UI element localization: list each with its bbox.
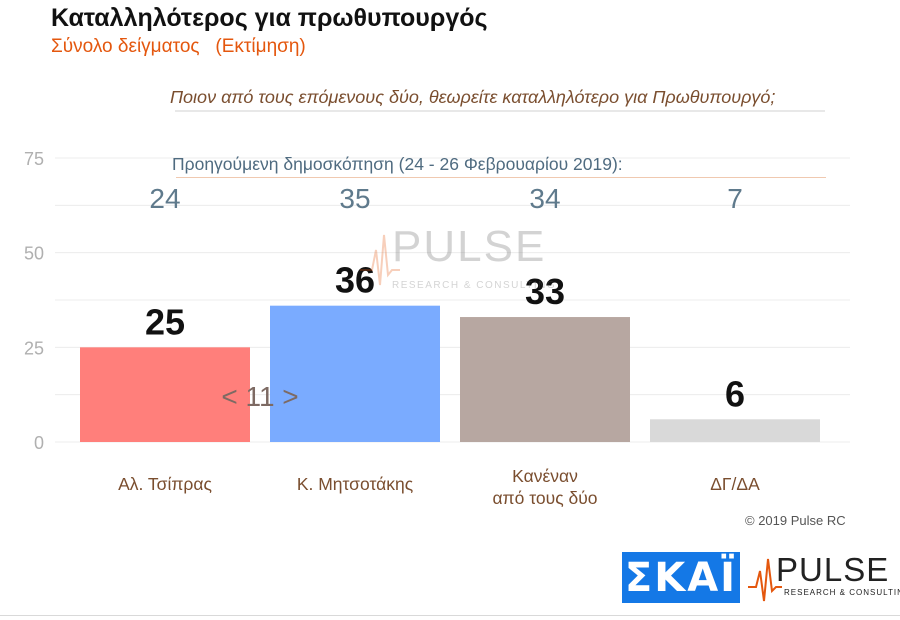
y-tick-label: 0 [34,433,44,453]
previous-poll-underline [176,177,826,178]
bar [460,317,630,442]
chart-subtitle: Σύνολο δείγματος (Εκτίμηση) [51,36,306,57]
previous-poll-value: 35 [339,183,370,214]
previous-poll-value: 24 [149,183,180,214]
y-tick-label: 75 [24,149,44,169]
x-category-label: ΔΓ/ΔΑ [710,474,760,494]
skai-logo: ΣΚΑΪ [622,552,740,603]
chart-title: Καταλληλότερος για πρωθυπουργός [51,4,488,32]
previous-poll-label: Προηγούμενη δημοσκόπηση (24 - 26 Φεβρουα… [172,154,623,174]
difference-annotation: < 11 > [221,381,298,412]
bar-value-label: 6 [725,373,745,414]
copyright-text: © 2019 Pulse RC [745,513,846,528]
bottom-divider [0,615,900,616]
x-category-label: Κανέναν [512,466,578,486]
pulse-logo-subtext: RESEARCH & CONSULTING [784,588,900,597]
x-category-label: Αλ. Τσίπρας [118,474,212,494]
bar-value-label: 36 [335,260,375,301]
pulse-logo-text: PULSE [776,551,890,588]
x-category-label: από τους δύο [492,488,597,508]
y-tick-label: 25 [24,338,44,358]
bar-value-label: 33 [525,271,565,312]
previous-poll-value: 34 [529,183,560,214]
question-divider [175,110,825,112]
bar-value-label: 25 [145,301,185,342]
x-category-label: Κ. Μητσοτάκης [297,474,413,494]
skai-logo-text: ΣΚΑΪ [624,554,738,601]
bar [650,419,820,442]
y-tick-label: 50 [24,244,44,264]
pulse-logo: PULSE RESEARCH & CONSULTING [748,551,900,605]
survey-question: Ποιον από τους επόμενους δύο, θεωρείτε κ… [170,87,776,107]
previous-poll-value: 7 [727,183,743,214]
bar [80,347,250,442]
pulse-wave-icon [748,558,782,602]
bar [270,305,440,442]
